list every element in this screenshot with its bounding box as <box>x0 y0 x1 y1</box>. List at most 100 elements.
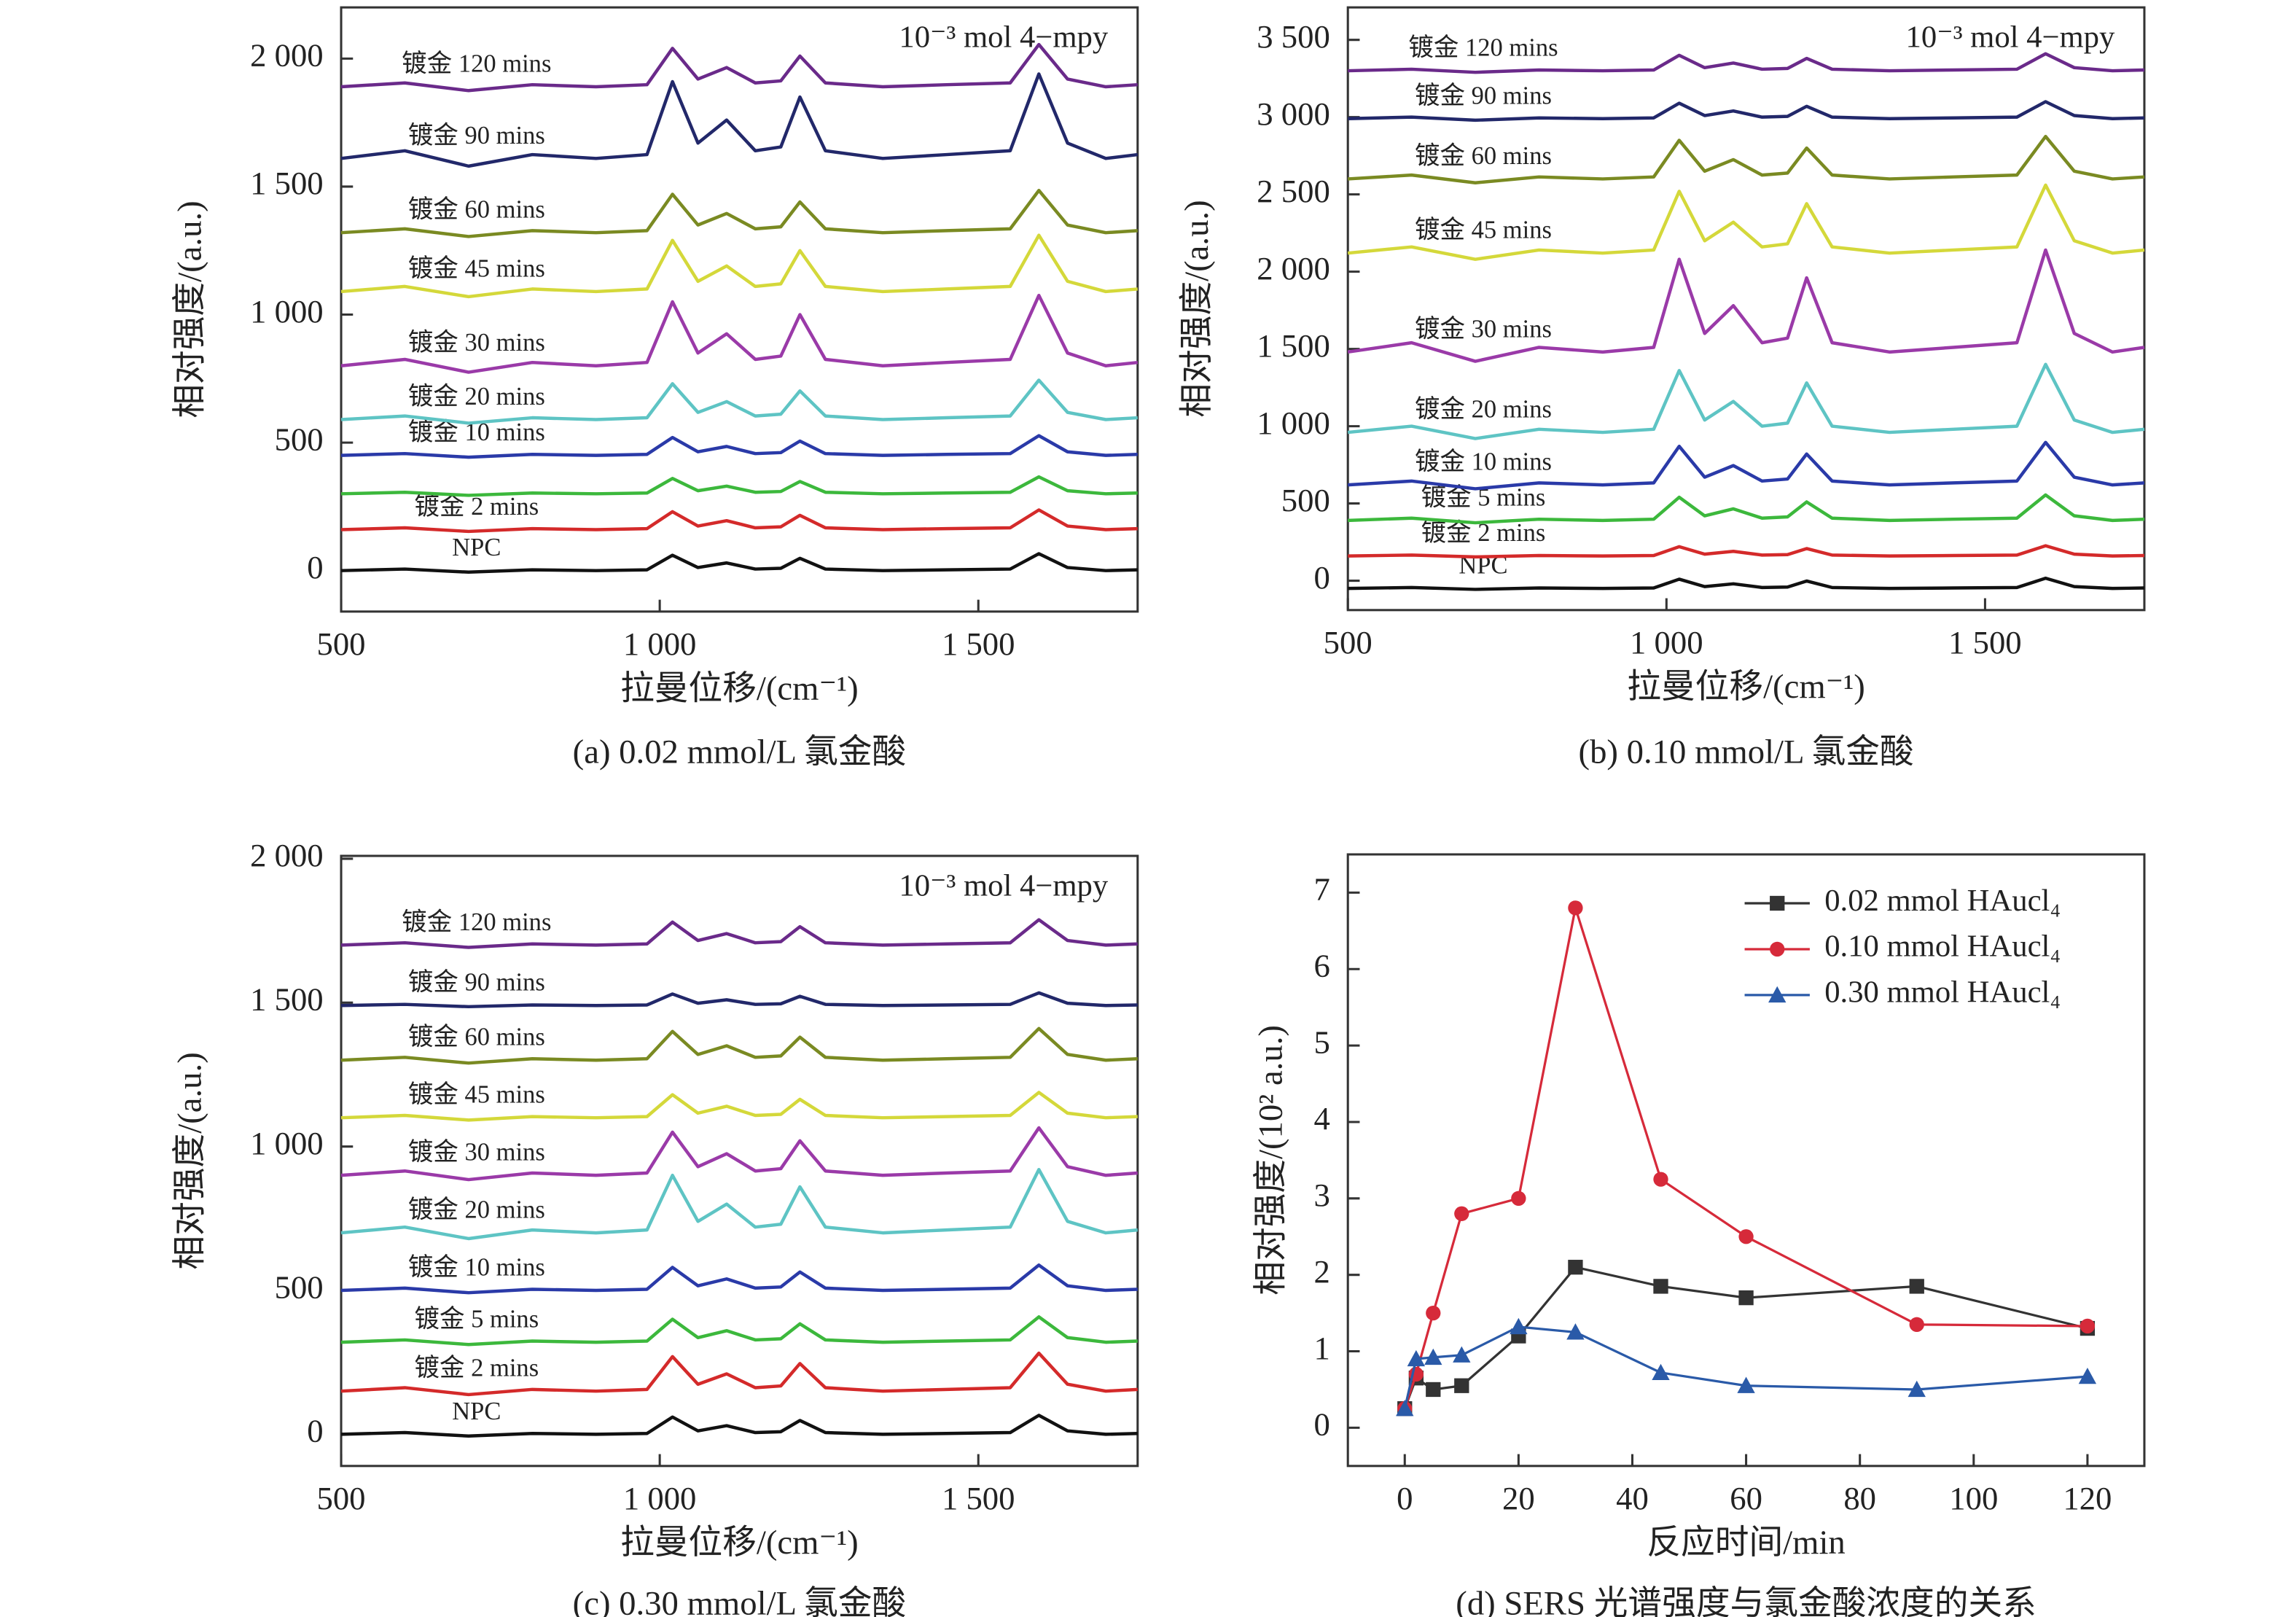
x-tick-label: 1 000 <box>623 1480 697 1516</box>
y-tick-label: 0 <box>1313 559 1329 596</box>
series-label: 镀金 30 mins <box>408 1139 545 1166</box>
caption: (c) 0.30 mmol/L 氯金酸 <box>573 1585 906 1617</box>
marker <box>1453 1346 1471 1363</box>
marker <box>1511 1191 1526 1206</box>
series-line <box>340 42 1138 93</box>
series-label: 镀金 90 mins <box>408 122 545 149</box>
series-label: 镀金 10 mins <box>408 1254 545 1282</box>
marker <box>1568 900 1583 916</box>
y-tick-label: 1 000 <box>1257 405 1330 441</box>
panel: 500 1 000 1 500 0 500 1 000 1 500 2 000 拉曼位移/(cm… <box>171 6 1139 771</box>
y-tick-label: 1 500 <box>250 165 324 201</box>
series-label: 镀金 10 mins <box>1415 448 1552 476</box>
series-line <box>340 991 1138 1009</box>
x-tick-label: 120 <box>2063 1480 2112 1516</box>
series-label: 镀金 120 mins <box>1408 34 1558 62</box>
series-line <box>340 508 1138 534</box>
caption: (b) 0.10 mmol/L 氯金酸 <box>1579 733 1914 771</box>
series-line <box>340 1126 1138 1182</box>
marker <box>1510 1317 1528 1335</box>
series-line <box>1348 576 2144 591</box>
marker <box>1908 1380 1926 1398</box>
y-tick-label: 1 <box>1313 1330 1329 1366</box>
series-label: 镀金 30 mins <box>1415 315 1552 343</box>
marker <box>1653 1279 1668 1294</box>
marker <box>1454 1378 1469 1393</box>
x-tick-label: 0 <box>1397 1480 1413 1516</box>
y-tick-label: 2 500 <box>1257 173 1330 209</box>
series-line <box>340 1315 1138 1347</box>
series-label: 镀金 45 mins <box>1415 217 1552 244</box>
series-line <box>340 293 1139 374</box>
marker <box>1738 1290 1754 1306</box>
x-axis-label: 拉曼位移/(cm⁻¹) <box>620 669 859 707</box>
marker <box>1426 1382 1441 1398</box>
marker <box>1909 1317 1924 1332</box>
series-line <box>1403 906 2088 1409</box>
y-tick-label: 1 500 <box>1257 327 1330 364</box>
series-line <box>1348 440 2145 491</box>
annotation: 10⁻³ mol 4−mpy <box>899 868 1108 903</box>
y-tick-label: 1 000 <box>250 1125 324 1161</box>
series-line <box>340 188 1138 238</box>
y-tick-label: 2 000 <box>250 37 324 74</box>
series-line <box>1347 183 2145 261</box>
series-line <box>340 552 1138 574</box>
y-tick-label: 3 500 <box>1257 18 1330 55</box>
annotation: 10⁻³ mol 4−mpy <box>899 20 1108 55</box>
series-line <box>340 1263 1138 1295</box>
y-tick-label: 2 000 <box>250 837 324 873</box>
plot-frame <box>340 854 1139 1468</box>
x-tick-label: 60 <box>1730 1480 1762 1516</box>
x-tick-label: 500 <box>1324 624 1372 661</box>
annotation: 10⁻³ mol 4−mpy <box>1906 20 2115 55</box>
series-line <box>340 1351 1138 1397</box>
series-line <box>340 1026 1138 1065</box>
y-tick-label: 2 000 <box>1257 250 1330 287</box>
series-line <box>340 1168 1138 1241</box>
marker <box>1738 1229 1754 1244</box>
caption: (d) SERS 光谱强度与氯金酸浓度的关系 <box>1456 1585 2037 1617</box>
series-label: 镀金 30 mins <box>408 329 545 356</box>
marker <box>1909 1279 1924 1294</box>
y-tick-label: 500 <box>1281 482 1330 518</box>
x-tick-label: 100 <box>1949 1480 1998 1516</box>
series-line <box>340 1414 1138 1438</box>
y-tick-label: 6 <box>1313 948 1329 984</box>
y-tick-label: 0 <box>307 1413 323 1449</box>
series-label: 镀金 90 mins <box>1415 82 1552 109</box>
legend-label: 0.30 mmol HAucl₄ <box>1824 975 2061 1010</box>
marker <box>1566 1323 1585 1340</box>
marker <box>1568 1260 1583 1275</box>
marker <box>1396 1399 1414 1417</box>
marker <box>2080 1318 2096 1334</box>
marker <box>1454 1206 1469 1221</box>
y-axis-label: 相对强度/(a.u.) <box>171 1052 209 1269</box>
x-tick-label: 1 500 <box>942 626 1015 662</box>
panel: 0 20 40 60 80 100 120 0 1 2 3 4 5 6 7 反应时间/min 相对强度/(10²… <box>1252 853 2146 1617</box>
series-line <box>1348 100 2145 122</box>
y-axis-label: 相对强度/(a.u.) <box>1178 200 1216 417</box>
y-tick-label: 5 <box>1313 1024 1329 1060</box>
y-axis-label: 相对强度/(10² a.u.) <box>1252 1025 1289 1295</box>
series-line <box>340 72 1139 168</box>
y-tick-label: 3 000 <box>1257 96 1330 132</box>
series-line <box>1403 1266 2088 1409</box>
x-axis-label: 拉曼位移/(cm⁻¹) <box>620 1524 859 1562</box>
series-label: 镀金 20 mins <box>1415 396 1552 424</box>
panel: 500 1 000 1 500 0 500 1 000 1 500 2 000 拉曼位移/(cm… <box>171 837 1139 1617</box>
x-tick-label: 1 500 <box>1948 624 2022 661</box>
marker <box>1768 986 1787 1003</box>
marker <box>1652 1363 1670 1381</box>
series-label: 镀金 45 mins <box>408 254 545 282</box>
series-label: 镀金 2 mins <box>414 493 539 521</box>
y-axis-label: 相对强度/(a.u.) <box>171 200 209 418</box>
x-tick-label: 40 <box>1616 1480 1649 1516</box>
series-label: 镀金 60 mins <box>408 1024 545 1051</box>
marker <box>2078 1367 2097 1384</box>
x-tick-label: 500 <box>317 1480 366 1516</box>
series-label: 镀金 60 mins <box>408 196 545 224</box>
x-axis-label: 反应时间/min <box>1647 1524 1845 1562</box>
x-axis-label: 拉曼位移/(cm⁻¹) <box>1627 668 1865 706</box>
x-tick-label: 500 <box>317 626 366 662</box>
